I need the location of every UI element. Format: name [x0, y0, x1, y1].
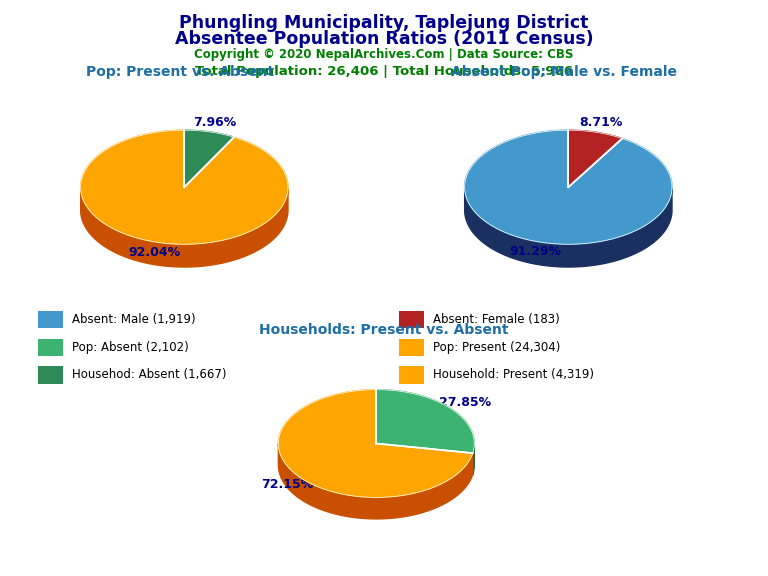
Polygon shape [279, 389, 472, 497]
Text: Phungling Municipality, Taplejung District: Phungling Municipality, Taplejung Distri… [179, 14, 589, 32]
Text: Househod: Absent (1,667): Househod: Absent (1,667) [72, 369, 227, 381]
Text: Household: Present (4,319): Household: Present (4,319) [433, 369, 594, 381]
Polygon shape [465, 130, 672, 244]
Polygon shape [376, 444, 472, 475]
Text: Absent: Female (183): Absent: Female (183) [433, 313, 560, 326]
Text: Absentee Population Ratios (2011 Census): Absentee Population Ratios (2011 Census) [174, 30, 594, 48]
Text: 8.71%: 8.71% [580, 116, 623, 129]
Text: Pop: Absent (2,102): Pop: Absent (2,102) [72, 341, 189, 354]
Polygon shape [568, 130, 622, 187]
Polygon shape [184, 130, 234, 187]
Text: Pop: Present (24,304): Pop: Present (24,304) [433, 341, 561, 354]
Text: Absent: Male (1,919): Absent: Male (1,919) [72, 313, 196, 326]
Polygon shape [81, 187, 288, 267]
Polygon shape [81, 130, 288, 244]
Polygon shape [465, 188, 672, 267]
Text: 7.96%: 7.96% [193, 116, 237, 128]
Text: Absent Pop: Male vs. Female: Absent Pop: Male vs. Female [452, 66, 677, 79]
Text: 91.29%: 91.29% [509, 245, 561, 259]
Polygon shape [376, 444, 472, 475]
Text: Pop: Present vs. Absent: Pop: Present vs. Absent [87, 66, 274, 79]
Text: 92.04%: 92.04% [128, 246, 180, 259]
Text: Copyright © 2020 NepalArchives.Com | Data Source: CBS: Copyright © 2020 NepalArchives.Com | Dat… [194, 48, 574, 61]
Text: 72.15%: 72.15% [262, 478, 314, 491]
Text: Households: Present vs. Absent: Households: Present vs. Absent [260, 323, 508, 337]
Text: 27.85%: 27.85% [439, 396, 491, 410]
Text: Total Population: 26,406 | Total Households: 5,986: Total Population: 26,406 | Total Househo… [195, 65, 573, 78]
Polygon shape [472, 444, 474, 475]
Polygon shape [279, 444, 472, 519]
Polygon shape [376, 389, 474, 453]
